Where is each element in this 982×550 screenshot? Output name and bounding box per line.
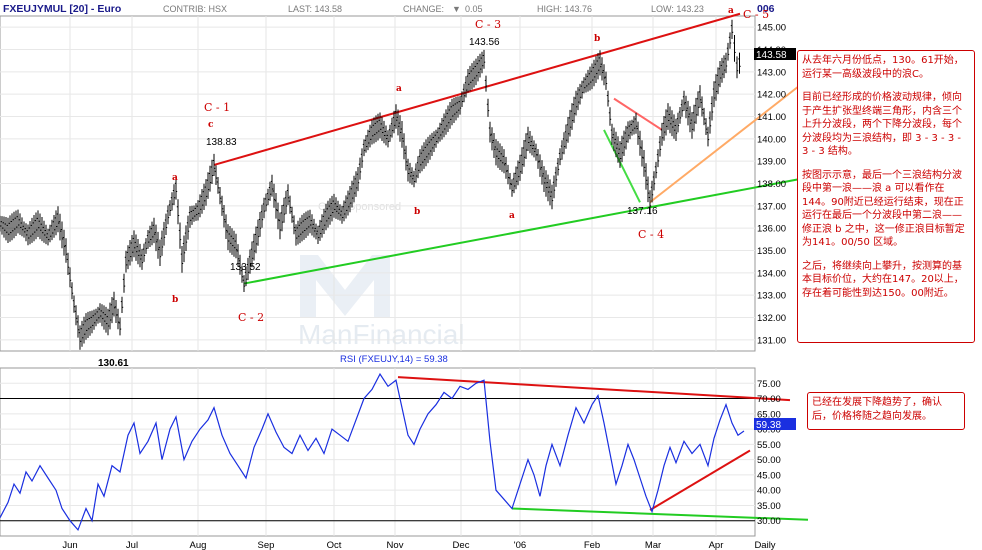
wave-label-b3: b bbox=[594, 34, 600, 44]
price-label-c1: 138.83 bbox=[206, 137, 237, 148]
watermark: Chart Sponsored ManFinancial bbox=[298, 201, 465, 350]
last-price-badge: 143.58 bbox=[754, 48, 796, 61]
x-tick-label: Oct bbox=[327, 540, 342, 550]
last-price-badge-text: 143.58 bbox=[756, 50, 787, 61]
rsi-value-badge-text: 59.38 bbox=[756, 420, 781, 431]
analysis-note: 从去年六月份低点，130。61开始，运行某一高级波段中的浪C。 目前已经形成的价… bbox=[797, 50, 975, 343]
x-tick-label: Daily bbox=[754, 540, 775, 550]
wave-labels: C - 1 c 138.83 133.52 C - 2 C - 3 143.56… bbox=[98, 6, 769, 369]
rsi-trendline bbox=[649, 449, 751, 511]
last-price-label: LAST: 143.58 bbox=[288, 4, 342, 14]
price-label-c3: 143.56 bbox=[469, 37, 500, 48]
rsi-panel-frame bbox=[0, 367, 756, 537]
price-y-tick-label: 136.00 bbox=[757, 224, 786, 235]
chart-header: FXEUJYMUL [20] - Euro CONTRIB: HSX LAST:… bbox=[0, 0, 775, 16]
price-trendline bbox=[603, 129, 641, 203]
x-tick-label: Jul bbox=[126, 540, 138, 550]
rsi-line bbox=[0, 372, 745, 532]
price-y-tick-label: 143.00 bbox=[757, 67, 786, 78]
rsi-y-tick-label: 60.00 bbox=[757, 425, 781, 436]
wave-label-c2: C - 2 bbox=[238, 311, 264, 324]
x-tick-label: Dec bbox=[453, 540, 470, 550]
change-label: CHANGE: bbox=[403, 4, 444, 14]
down-arrow-icon: ▼ bbox=[452, 4, 461, 14]
axes: 131.00 132.00 133.00 134.00 135.00 136.00 137.… bbox=[62, 23, 786, 550]
x-tick-label: Mar bbox=[645, 540, 661, 550]
rsi-y-tick-label: 30.00 bbox=[757, 516, 781, 527]
symbol-title: FXEUJYMUL [20] - Euro bbox=[3, 3, 121, 15]
year-label: 006 bbox=[757, 3, 775, 15]
wave-label-a4: a bbox=[728, 6, 734, 16]
rsi-note: 已经在发展下降趋势了，确认后，价格将随之趋向发展。 bbox=[807, 392, 965, 430]
contrib-label: CONTRIB: HSX bbox=[163, 4, 227, 14]
x-tick-label: Apr bbox=[709, 540, 724, 550]
wave-label-a3: a bbox=[509, 211, 515, 221]
price-trendline bbox=[213, 12, 741, 166]
watermark-sponsored: Chart Sponsored bbox=[318, 201, 401, 213]
wave-label-c5: C - 5 bbox=[743, 8, 769, 21]
wave-label-a1: a bbox=[172, 173, 178, 183]
wave-label-c4: C - 4 bbox=[638, 228, 664, 241]
price-trendline bbox=[613, 97, 663, 131]
x-tick-label: Jun bbox=[62, 540, 77, 550]
note-paragraph: 按图示示意，最后一个三浪结构分波段中第一浪——浪 a 可以看作在144。90附近… bbox=[802, 169, 965, 249]
price-y-tick-label: 132.00 bbox=[757, 313, 786, 324]
rsi-title: RSI (FXEUJY,14) = 59.38 bbox=[340, 354, 448, 365]
series bbox=[0, 19, 745, 532]
wave-label-b2: b bbox=[414, 207, 420, 217]
low-price-label: LOW: 143.23 bbox=[651, 4, 704, 14]
rsi-note-text: 已经在发展下降趋势了，确认后，价格将随之趋向发展。 bbox=[812, 397, 942, 422]
x-tick-label: Aug bbox=[190, 540, 207, 550]
change-value: 0.05 bbox=[465, 4, 483, 14]
x-tick-label: Feb bbox=[584, 540, 600, 550]
wave-label-c1: C - 1 bbox=[204, 101, 230, 114]
rsi-y-tick-label: 55.00 bbox=[757, 440, 781, 451]
price-y-tick-label: 138.00 bbox=[757, 179, 786, 190]
price-y-tick-label: 145.00 bbox=[757, 23, 786, 34]
price-y-tick-label: 133.00 bbox=[757, 291, 786, 302]
x-tick-label: Sep bbox=[258, 540, 275, 550]
price-trendline bbox=[243, 178, 801, 285]
price-y-tick-label: 137.00 bbox=[757, 201, 786, 212]
rsi-y-tick-label: 40.00 bbox=[757, 486, 781, 497]
wave-label-b1: b bbox=[172, 295, 178, 305]
wave-label-c1-sub: c bbox=[208, 120, 214, 130]
rsi-y-tick-label: 35.00 bbox=[757, 501, 781, 512]
note-paragraph: 从去年六月份低点，130。61开始，运行某一高级波段中的浪C。 bbox=[802, 55, 964, 80]
price-y-tick-label: 135.00 bbox=[757, 246, 786, 257]
rsi-trendline bbox=[511, 507, 809, 521]
trendlines bbox=[213, 12, 809, 521]
price-trendline bbox=[649, 84, 801, 204]
rsi-y-tick-label: 50.00 bbox=[757, 455, 781, 466]
rsi-y-tick-label: 75.00 bbox=[757, 379, 781, 390]
watermark-brand: ManFinancial bbox=[298, 319, 465, 350]
price-y-tick-label: 141.00 bbox=[757, 112, 786, 123]
high-price-label: HIGH: 143.76 bbox=[537, 4, 592, 14]
price-y-tick-label: 131.00 bbox=[757, 335, 786, 346]
price-y-tick-label: 142.00 bbox=[757, 90, 786, 101]
price-y-tick-label: 134.00 bbox=[757, 268, 786, 279]
x-tick-label: Nov bbox=[387, 540, 404, 550]
price-y-tick-label: 139.00 bbox=[757, 157, 786, 168]
rsi-y-tick-label: 45.00 bbox=[757, 470, 781, 481]
wave-label-a2: a bbox=[396, 84, 402, 94]
rsi-value-badge: 59.38 bbox=[754, 418, 796, 431]
note-paragraph: 之后，将继续向上攀升，按测算的基本目标价位，大约在147。20以上，存在着可能性… bbox=[802, 260, 964, 299]
note-paragraph: 目前已经形成的价格波动规律，倾向于产生扩张型终端三角形，内含三个上升分波段，两个… bbox=[802, 92, 962, 157]
x-tick-label: '06 bbox=[514, 540, 526, 550]
price-label-low: 130.61 bbox=[98, 358, 129, 369]
rsi-y-tick-label: 65.00 bbox=[757, 409, 781, 420]
price-label-c2: 133.52 bbox=[230, 262, 261, 273]
wave-label-c3: C - 3 bbox=[475, 18, 501, 31]
price-label-c4: 137.16 bbox=[627, 206, 658, 217]
watermark-logo-mark bbox=[300, 255, 390, 318]
rsi-y-tick-label: 70.00 bbox=[757, 394, 781, 405]
rsi-trendline bbox=[397, 376, 791, 402]
price-y-tick-label: 140.00 bbox=[757, 134, 786, 145]
